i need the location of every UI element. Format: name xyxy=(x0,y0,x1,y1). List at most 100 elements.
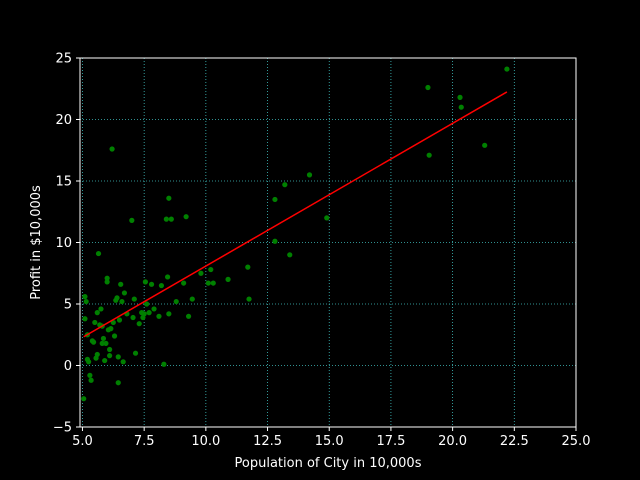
y-tick-label: 20 xyxy=(55,113,72,128)
y-tick-label: −5 xyxy=(53,421,72,436)
data-point xyxy=(115,380,121,386)
data-point xyxy=(324,215,330,221)
data-point xyxy=(148,281,155,287)
data-point xyxy=(82,316,88,322)
data-point xyxy=(95,250,102,257)
regression-line-group xyxy=(83,91,508,338)
data-point xyxy=(90,339,97,345)
data-point xyxy=(116,317,123,323)
x-tick-label: 12.5 xyxy=(253,434,282,449)
data-point xyxy=(115,354,121,360)
scatter-points xyxy=(81,66,510,402)
data-point xyxy=(88,377,94,383)
data-point xyxy=(156,313,162,319)
y-tick-label: 5 xyxy=(64,298,72,313)
data-point xyxy=(245,264,251,270)
data-point xyxy=(141,311,147,317)
data-point xyxy=(129,217,135,223)
x-tick-label: 10.0 xyxy=(191,434,220,449)
y-tick-label: 0 xyxy=(64,359,72,374)
data-point xyxy=(82,294,88,300)
data-point xyxy=(482,142,488,148)
data-point xyxy=(151,306,157,312)
data-point xyxy=(165,274,171,280)
y-tick-label: 10 xyxy=(55,236,72,251)
data-point xyxy=(205,280,211,286)
data-point xyxy=(173,298,179,305)
data-point xyxy=(144,301,150,307)
data-point xyxy=(81,396,87,402)
axes-frame xyxy=(79,57,577,428)
y-axis-label: Profit in $10,000s xyxy=(29,185,44,300)
data-point xyxy=(183,214,189,220)
data-point xyxy=(163,216,169,222)
data-point xyxy=(107,353,113,359)
data-point xyxy=(114,295,120,301)
data-point xyxy=(87,372,93,378)
x-tick-label: 20.0 xyxy=(438,434,467,449)
data-point xyxy=(272,238,278,244)
data-point xyxy=(185,313,192,319)
y-tick-label: 25 xyxy=(55,52,72,67)
x-tick-label: 17.5 xyxy=(376,434,405,449)
data-point xyxy=(136,321,142,327)
data-point xyxy=(94,310,100,316)
data-point xyxy=(198,270,204,276)
data-point xyxy=(99,340,105,346)
data-point xyxy=(246,296,252,302)
data-point xyxy=(107,346,113,353)
data-point xyxy=(425,84,431,91)
data-point xyxy=(426,152,432,158)
data-point xyxy=(100,335,107,342)
data-point xyxy=(102,357,108,364)
data-point xyxy=(104,275,110,281)
data-point xyxy=(168,216,174,222)
x-tick-label: 15.0 xyxy=(315,434,344,449)
data-point xyxy=(272,196,278,203)
data-point xyxy=(146,310,152,316)
x-tick-label: 22.5 xyxy=(500,434,529,449)
data-point xyxy=(83,298,89,305)
data-point xyxy=(504,66,510,72)
data-point xyxy=(166,195,172,201)
data-point xyxy=(103,340,109,346)
data-point xyxy=(208,266,214,273)
data-point xyxy=(158,282,165,289)
data-point xyxy=(111,333,118,339)
data-point xyxy=(132,350,139,356)
data-point xyxy=(92,319,98,326)
x-tick-label: 5.0 xyxy=(72,434,93,449)
data-point xyxy=(130,314,136,321)
data-point xyxy=(282,182,288,188)
data-point xyxy=(109,146,115,152)
data-point xyxy=(131,296,137,302)
x-axis-label: Population of City in 10,000s xyxy=(235,456,422,471)
data-point xyxy=(120,359,126,365)
data-point xyxy=(142,279,148,285)
data-point xyxy=(457,94,463,100)
x-tick-label: 25.0 xyxy=(562,434,591,449)
data-point xyxy=(104,279,110,285)
x-tick-label: 7.5 xyxy=(134,434,155,449)
data-point xyxy=(108,326,114,332)
data-point xyxy=(119,298,125,305)
data-point xyxy=(225,276,231,282)
data-point xyxy=(306,172,313,178)
data-point xyxy=(287,252,293,258)
regression-line xyxy=(83,91,508,338)
data-point xyxy=(94,351,100,358)
data-point xyxy=(161,361,167,367)
y-tick-label: 15 xyxy=(55,175,72,190)
data-point xyxy=(121,290,128,296)
data-point xyxy=(458,104,464,110)
data-point xyxy=(189,296,195,302)
data-point xyxy=(98,306,104,312)
data-point xyxy=(118,281,124,287)
axis-ticks: 5.0 7.5 10.0 12.5 15.0 17.5 20.0 22.5 25.0 −5 0 5 10… xyxy=(53,52,591,450)
data-point xyxy=(86,359,92,365)
grid-lines xyxy=(80,57,577,428)
data-point xyxy=(210,280,216,286)
data-point xyxy=(181,280,187,286)
data-point xyxy=(166,311,172,317)
